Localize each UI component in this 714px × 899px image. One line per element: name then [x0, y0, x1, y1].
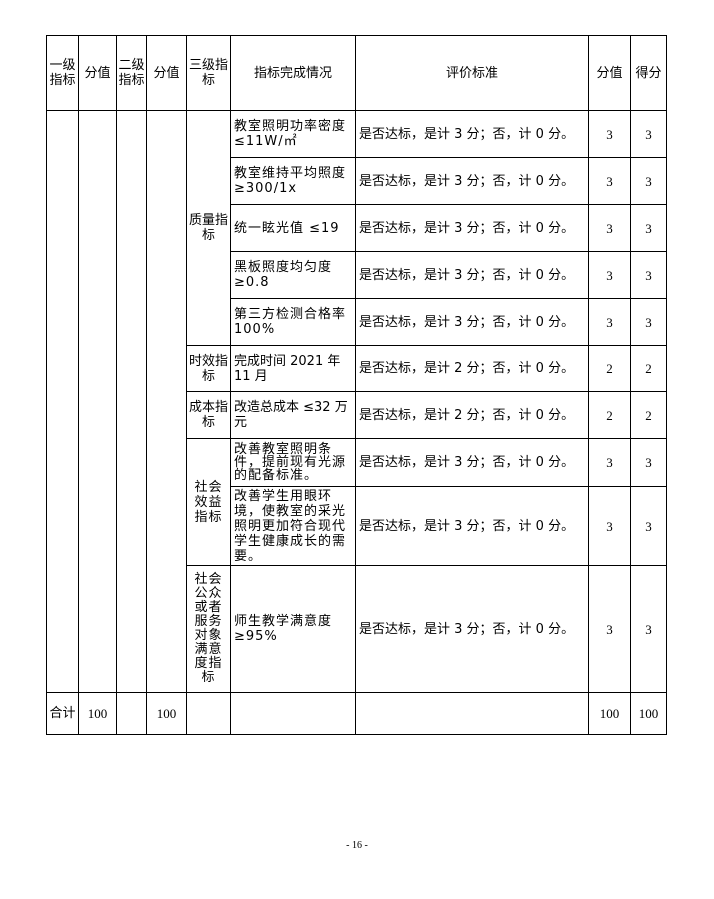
score: 3: [588, 438, 631, 487]
l1-cell: [46, 110, 79, 693]
total-score: 100: [588, 692, 631, 735]
total-row: 合计 100 100 100 100: [46, 692, 667, 735]
score: 3: [588, 157, 631, 205]
score: 2: [588, 391, 631, 439]
criteria: 是否达标，是计 2 分；否，计 0 分。: [355, 391, 589, 439]
group-satisfaction: 社会公众或者服务对象满意度指标: [186, 565, 231, 693]
got: 3: [630, 110, 667, 158]
got: 2: [630, 391, 667, 439]
table-row: 黑板照度均匀度 ≥0.8 是否达标，是计 3 分；否，计 0 分。 3 3: [47, 251, 667, 299]
got: 3: [630, 486, 667, 566]
got: 3: [630, 157, 667, 205]
got: 2: [630, 345, 667, 392]
item: 第三方检测合格率 100%: [230, 298, 356, 346]
total-empty: [355, 692, 589, 735]
table-row: 改善学生用眼环境，使教室的采光照明更加符合现代学生健康成长的需要。 是否达标，是…: [47, 486, 667, 566]
item: 教室照明功率密度 ≤11W/㎡: [230, 110, 356, 158]
table-row: 第三方检测合格率 100% 是否达标，是计 3 分；否，计 0 分。 3 3: [47, 298, 667, 346]
header-l3: 三级指标: [186, 35, 231, 111]
total-l2-score: 100: [146, 692, 187, 735]
criteria: 是否达标，是计 2 分；否，计 0 分。: [355, 345, 589, 392]
table-row: 成本指标 改造总成本 ≤32 万元 是否达标，是计 2 分；否，计 0 分。 2…: [47, 391, 667, 439]
got: 3: [630, 298, 667, 346]
criteria: 是否达标，是计 3 分；否，计 0 分。: [355, 204, 589, 252]
header-completion: 指标完成情况: [230, 35, 356, 111]
header-l1: 一级指标: [46, 35, 79, 111]
item: 完成时间 2021 年 11 月: [230, 345, 356, 392]
header-l2-score: 分值: [146, 35, 187, 111]
criteria: 是否达标，是计 3 分；否，计 0 分。: [355, 438, 589, 487]
table-row: 社会公众或者服务对象满意度指标 师生教学满意度 ≥95% 是否达标，是计 3 分…: [47, 565, 667, 693]
group-cost: 成本指标: [186, 391, 231, 439]
group-social-benefit: 社会效益指标: [186, 438, 231, 566]
total-l1-score: 100: [78, 692, 117, 735]
table-row: 统一眩光值 ≤19 是否达标，是计 3 分；否，计 0 分。 3 3: [47, 204, 667, 252]
item: 师生教学满意度 ≥95%: [230, 565, 356, 693]
total-label: 合计: [46, 692, 79, 735]
got: 3: [630, 204, 667, 252]
performance-table: 一级指标 分值 二级指标 分值 三级指标 指标完成情况 评价标准 分值 得分 质…: [46, 35, 667, 735]
criteria: 是否达标，是计 3 分；否，计 0 分。: [355, 565, 589, 693]
table-row: 时效指标 完成时间 2021 年 11 月 是否达标，是计 2 分；否，计 0 …: [47, 345, 667, 392]
score: 3: [588, 486, 631, 566]
total-empty: [186, 692, 231, 735]
item: 教室维持平均照度 ≥300/1x: [230, 157, 356, 205]
header-row: 一级指标 分值 二级指标 分值 三级指标 指标完成情况 评价标准 分值 得分: [46, 35, 667, 111]
score: 2: [588, 345, 631, 392]
total-empty: [116, 692, 147, 735]
criteria: 是否达标，是计 3 分；否，计 0 分。: [355, 157, 589, 205]
group-timeliness: 时效指标: [186, 345, 231, 392]
total-got: 100: [630, 692, 667, 735]
total-empty: [230, 692, 356, 735]
item: 改善教室照明条件，提前现有光源的配备标准。: [230, 438, 356, 487]
criteria: 是否达标，是计 3 分；否，计 0 分。: [355, 110, 589, 158]
got: 3: [630, 251, 667, 299]
criteria: 是否达标，是计 3 分；否，计 0 分。: [355, 486, 589, 566]
score: 3: [588, 204, 631, 252]
score: 3: [588, 251, 631, 299]
got: 3: [630, 565, 667, 693]
l1-score-cell: [78, 110, 117, 693]
score: 3: [588, 565, 631, 693]
table-row: 社会效益指标 改善教室照明条件，提前现有光源的配备标准。 是否达标，是计 3 分…: [47, 438, 667, 566]
header-criteria: 评价标准: [355, 35, 589, 111]
criteria: 是否达标，是计 3 分；否，计 0 分。: [355, 251, 589, 299]
item: 改造总成本 ≤32 万元: [230, 391, 356, 439]
group-quality: 质量指标: [186, 110, 231, 346]
item: 黑板照度均匀度 ≥0.8: [230, 251, 356, 299]
l2-score-cell: [146, 110, 187, 693]
header-l1-score: 分值: [78, 35, 117, 111]
l2-cell: [116, 110, 147, 693]
score: 3: [588, 110, 631, 158]
got: 3: [630, 438, 667, 487]
header-score: 分值: [588, 35, 631, 111]
score: 3: [588, 298, 631, 346]
criteria: 是否达标，是计 3 分；否，计 0 分。: [355, 298, 589, 346]
header-l2: 二级指标: [116, 35, 147, 111]
table-row: 教室维持平均照度 ≥300/1x 是否达标，是计 3 分；否，计 0 分。 3 …: [47, 157, 667, 205]
item: 改善学生用眼环境，使教室的采光照明更加符合现代学生健康成长的需要。: [230, 486, 356, 566]
header-got: 得分: [630, 35, 667, 111]
item: 统一眩光值 ≤19: [230, 204, 356, 252]
table-row: 质量指标 教室照明功率密度 ≤11W/㎡ 是否达标，是计 3 分；否，计 0 分…: [46, 110, 667, 693]
page-number: - 16 -: [346, 840, 368, 851]
